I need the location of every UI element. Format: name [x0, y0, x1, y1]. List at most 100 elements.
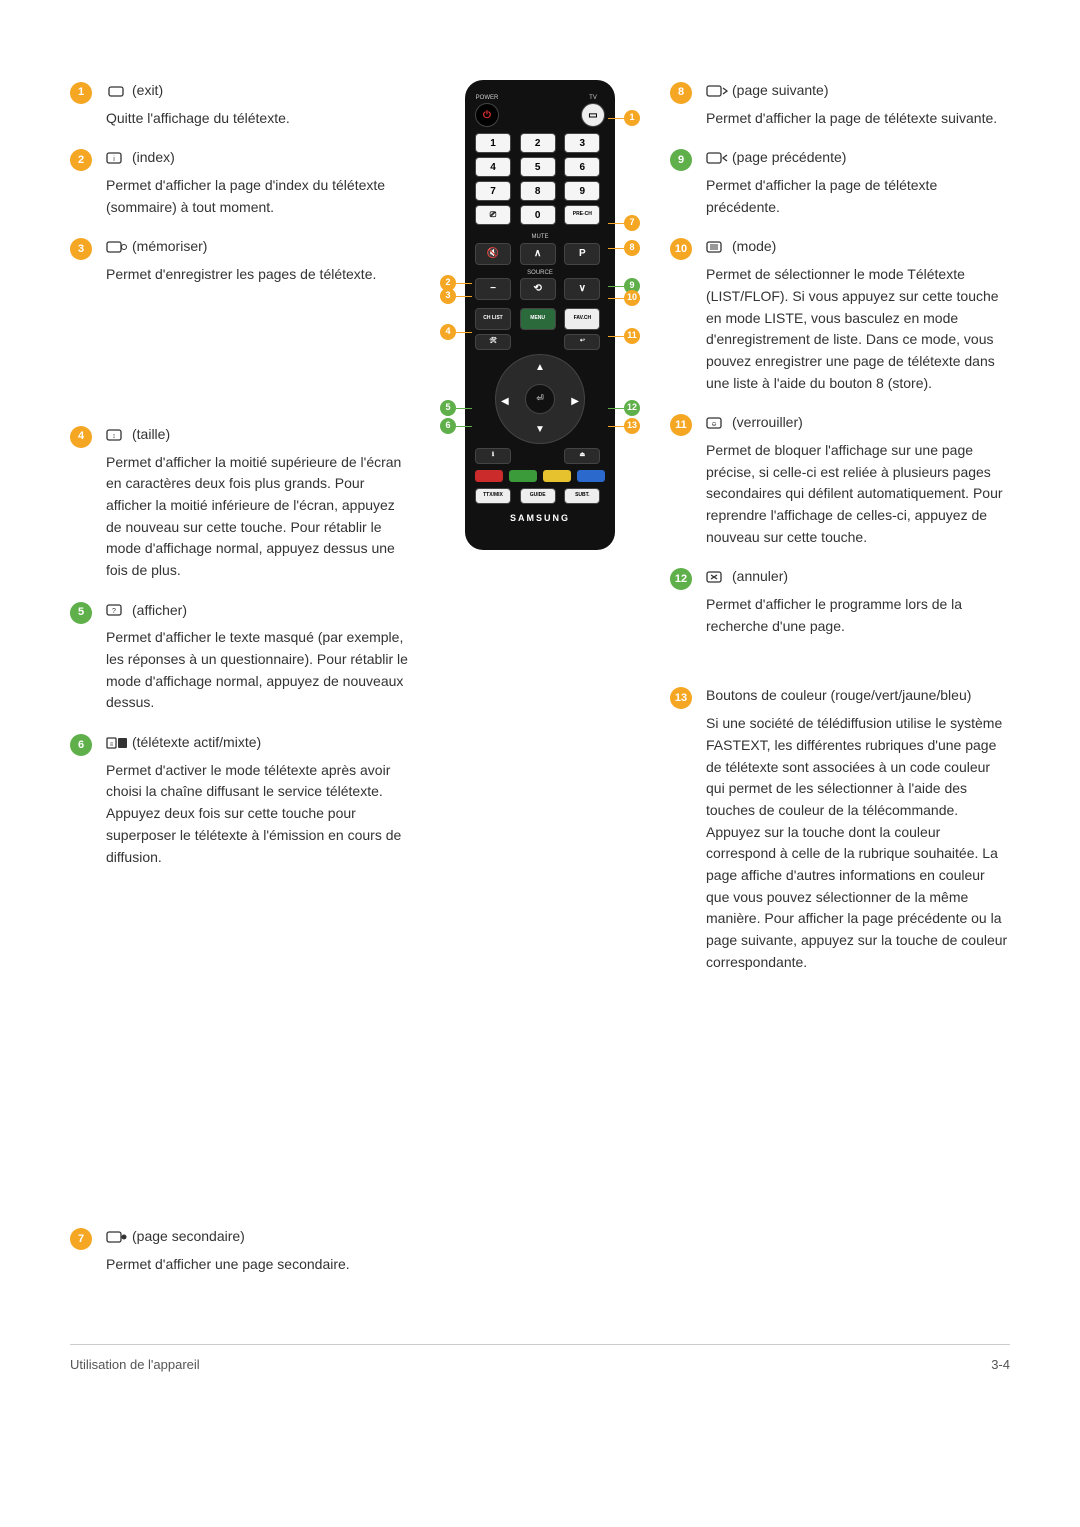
entry-number-badge: 13	[670, 687, 692, 709]
entry-label: (taille)	[132, 424, 170, 446]
entry-number-badge: 6	[70, 734, 92, 756]
num-2-button[interactable]: 2	[520, 133, 556, 153]
color-button-red[interactable]	[475, 470, 503, 482]
color-button-yellow[interactable]	[543, 470, 571, 482]
feature-entry: 5?(afficher)Permet d'afficher le texte m…	[70, 600, 410, 714]
ttxmix-button[interactable]: TTX/MIX	[475, 488, 511, 504]
num-1-button[interactable]: 1	[475, 133, 511, 153]
num-6-button[interactable]: 6	[564, 157, 600, 177]
dpad-down[interactable]: ▼	[535, 422, 545, 438]
remote-callout: 1	[624, 110, 640, 126]
ch-down-button[interactable]: ∨	[564, 278, 600, 300]
vol-up-button[interactable]: 🔇	[475, 243, 511, 265]
entry-title: (exit)	[106, 80, 410, 102]
remote-callout-line	[456, 408, 472, 409]
entry-body: (mémoriser)Permet d'enregistrer les page…	[106, 236, 410, 285]
next-page-icon	[706, 84, 728, 98]
num-4-button[interactable]: 4	[475, 157, 511, 177]
feature-entry: 11⎉(verrouiller)Permet de bloquer l'affi…	[670, 412, 1010, 548]
favch-button[interactable]: FAV.CH	[564, 308, 600, 330]
feature-entry: 2 i(index)Permet d'afficher la page d'ind…	[70, 147, 410, 218]
guide-button[interactable]: GUIDE	[520, 488, 556, 504]
num-0-button[interactable]: 0	[520, 205, 556, 225]
tv-button[interactable]: ▭	[581, 103, 605, 127]
entry-number-badge: 11	[670, 414, 692, 436]
remote-callout: 8	[624, 240, 640, 256]
dpad-ok[interactable]: ⏎	[525, 384, 555, 414]
entry-title: ?(afficher)	[106, 600, 410, 622]
svg-text:⎉: ⎉	[711, 421, 717, 428]
bottom-buttons: TTX/MIX GUIDE SUBT.	[475, 488, 605, 504]
feature-entry: 13Boutons de couleur (rouge/vert/jaune/b…	[670, 685, 1010, 973]
num-7-button[interactable]: 7	[475, 181, 511, 201]
remote-callout-line	[608, 118, 624, 119]
entry-body: ≡ (télétexte actif/mixte) Permet d'activer…	[106, 732, 410, 868]
entry-description: Permet d'afficher la moitié supérieure d…	[106, 452, 410, 582]
feature-entry: 12 (annuler) Permet d'afficher le programm…	[670, 566, 1010, 637]
num-8-button[interactable]: 8	[520, 181, 556, 201]
svg-text:≡: ≡	[110, 742, 114, 748]
remote-callout: 7	[624, 215, 640, 231]
entry-title: (annuler)	[706, 566, 1010, 588]
menu-button[interactable]: MENU	[520, 308, 556, 330]
source-button[interactable]: ⟲	[520, 278, 556, 300]
num-5-button[interactable]: 5	[520, 157, 556, 177]
num-3-button[interactable]: 3	[564, 133, 600, 153]
color-button-blue[interactable]	[577, 470, 605, 482]
entry-number-badge: 5	[70, 602, 92, 624]
dpad-right[interactable]: ▶	[571, 394, 579, 410]
entry-label: (annuler)	[732, 566, 788, 588]
entry-description: Permet d'afficher une page secondaire.	[106, 1254, 410, 1276]
brand-label: SAMSUNG	[475, 512, 605, 526]
feature-entry: 9(page précédente)Permet d'afficher la p…	[670, 147, 1010, 218]
entry-title: ⎉(verrouiller)	[706, 412, 1010, 434]
entry-number-badge: 3	[70, 238, 92, 260]
main-columns: 1 (exit)Quitte l'affichage du télétexte. 2…	[70, 80, 1010, 1294]
ttx-small-button[interactable]: ⎚	[475, 205, 511, 225]
vol-down-button[interactable]: −	[475, 278, 511, 300]
entry-number-badge: 12	[670, 568, 692, 590]
dpad-up[interactable]: ▲	[535, 360, 545, 376]
exit-button[interactable]: ⏏	[564, 448, 600, 464]
tools-button[interactable]: 🛠	[475, 334, 511, 350]
svg-text:↕: ↕	[112, 433, 116, 440]
power-button[interactable]: ⏻	[475, 103, 499, 127]
store-icon	[106, 240, 128, 254]
entry-description: Permet d'activer le mode télétexte après…	[106, 760, 410, 868]
entry-description: Permet d'afficher le programme lors de l…	[706, 594, 1010, 637]
teletext-mix-icon: ≡	[106, 736, 128, 750]
entry-title: ≡ (télétexte actif/mixte)	[106, 732, 410, 754]
entry-title: (page secondaire)	[106, 1226, 410, 1248]
entry-number-badge: 4	[70, 426, 92, 448]
subt-button[interactable]: SUBT.	[564, 488, 600, 504]
color-button-green[interactable]	[509, 470, 537, 482]
chlist-button[interactable]: CH LIST	[475, 308, 511, 330]
left-column: 1 (exit)Quitte l'affichage du télétexte. 2…	[70, 80, 410, 1294]
footer-right: 3-4	[991, 1355, 1010, 1375]
remote-callout: 5	[440, 400, 456, 416]
remote-control: POWER ⏻ TV ▭ 123456789 ⎚ 0 PRE-CH MUTE	[465, 80, 615, 550]
entry-number-badge: 2	[70, 149, 92, 171]
entry-body: ↕ (taille) Permet d'afficher la moitié sup…	[106, 424, 410, 582]
entry-body: i(index)Permet d'afficher la page d'inde…	[106, 147, 410, 218]
entry-number-badge: 1	[70, 82, 92, 104]
p-button[interactable]: P	[564, 243, 600, 265]
return-button[interactable]: ↩	[564, 334, 600, 350]
reveal-icon: ?	[106, 603, 128, 617]
exit-icon	[106, 84, 128, 98]
prech-button[interactable]: PRE-CH	[564, 205, 600, 225]
source-label: SOURCE	[475, 269, 605, 278]
entry-label: (page précédente)	[732, 147, 846, 169]
dpad: ▲ ▼ ◀ ▶ ⏎	[495, 354, 585, 444]
entry-body: (exit)Quitte l'affichage du télétexte.	[106, 80, 410, 129]
entry-title: i(index)	[106, 147, 410, 169]
info-button[interactable]: ℹ	[475, 448, 511, 464]
dpad-left[interactable]: ◀	[501, 394, 509, 410]
hold-icon: ⎉	[706, 416, 728, 430]
tv-label: TV	[581, 94, 605, 103]
ch-up-button[interactable]: ∧	[520, 243, 556, 265]
remote-callout-line	[456, 283, 472, 284]
entry-label: (télétexte actif/mixte)	[132, 732, 261, 754]
entry-description: Permet d'enregistrer les pages de téléte…	[106, 264, 410, 286]
num-9-button[interactable]: 9	[564, 181, 600, 201]
